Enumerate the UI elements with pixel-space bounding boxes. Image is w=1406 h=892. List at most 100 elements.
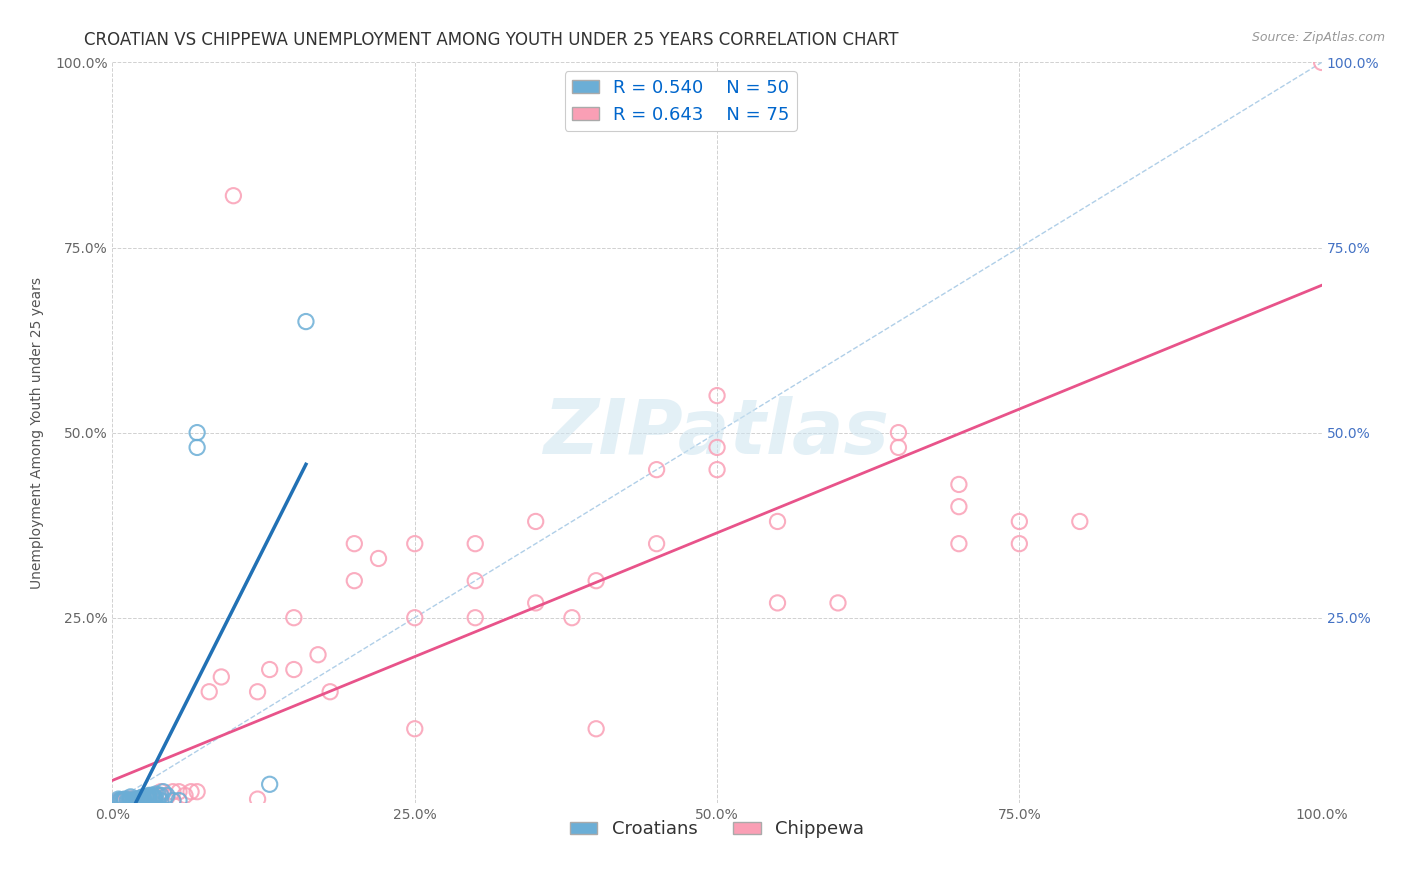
Point xyxy=(1008,515,1031,529)
Point xyxy=(149,789,172,803)
Point xyxy=(125,794,148,808)
Point xyxy=(132,794,155,808)
Point xyxy=(143,792,166,806)
Point xyxy=(141,789,163,803)
Point xyxy=(131,794,153,808)
Point xyxy=(1069,515,1091,529)
Point xyxy=(117,794,139,808)
Point xyxy=(120,792,142,806)
Point xyxy=(259,777,281,791)
Text: Source: ZipAtlas.com: Source: ZipAtlas.com xyxy=(1251,31,1385,45)
Point xyxy=(198,685,221,699)
Point xyxy=(134,789,156,804)
Point xyxy=(122,794,145,808)
Point xyxy=(143,789,166,803)
Point xyxy=(948,536,970,550)
Point xyxy=(1008,536,1031,550)
Point xyxy=(706,388,728,402)
Point xyxy=(110,794,132,808)
Point xyxy=(561,610,583,624)
Point xyxy=(142,789,165,804)
Point xyxy=(128,794,150,808)
Point xyxy=(122,794,145,808)
Point xyxy=(180,785,202,799)
Point xyxy=(827,596,849,610)
Point xyxy=(283,663,305,677)
Point xyxy=(124,794,146,808)
Point xyxy=(222,188,245,202)
Point xyxy=(162,794,184,808)
Point xyxy=(125,794,148,808)
Point xyxy=(143,792,166,806)
Point xyxy=(152,785,174,799)
Point xyxy=(145,787,167,801)
Text: ZIPatlas: ZIPatlas xyxy=(544,396,890,469)
Point xyxy=(174,789,197,803)
Point xyxy=(167,794,190,808)
Point xyxy=(120,794,142,808)
Point xyxy=(319,685,342,699)
Point xyxy=(125,792,148,806)
Point xyxy=(149,789,172,803)
Point xyxy=(259,663,281,677)
Point xyxy=(464,610,486,624)
Point xyxy=(307,648,329,662)
Point xyxy=(114,792,136,806)
Point xyxy=(141,792,163,806)
Point xyxy=(887,425,910,440)
Point xyxy=(186,425,208,440)
Point xyxy=(132,794,155,808)
Point xyxy=(524,596,547,610)
Point xyxy=(138,789,160,804)
Point xyxy=(404,536,426,550)
Point xyxy=(706,441,728,455)
Point xyxy=(295,314,318,328)
Point xyxy=(128,794,150,808)
Point xyxy=(114,793,136,807)
Point xyxy=(107,792,129,806)
Point xyxy=(367,551,389,566)
Point xyxy=(209,670,232,684)
Point xyxy=(114,794,136,808)
Point xyxy=(120,792,142,806)
Point xyxy=(138,789,160,803)
Point xyxy=(120,789,142,804)
Point xyxy=(1310,55,1333,70)
Point xyxy=(131,790,153,805)
Y-axis label: Unemployment Among Youth under 25 years: Unemployment Among Youth under 25 years xyxy=(30,277,44,589)
Point xyxy=(135,789,157,804)
Point xyxy=(110,793,132,807)
Point xyxy=(118,794,141,808)
Point xyxy=(125,792,148,806)
Point xyxy=(129,792,152,806)
Point xyxy=(706,462,728,476)
Point xyxy=(149,794,172,808)
Point xyxy=(167,785,190,799)
Point xyxy=(645,536,668,550)
Point xyxy=(121,794,143,808)
Text: CROATIAN VS CHIPPEWA UNEMPLOYMENT AMONG YOUTH UNDER 25 YEARS CORRELATION CHART: CROATIAN VS CHIPPEWA UNEMPLOYMENT AMONG … xyxy=(84,31,898,49)
Point xyxy=(128,792,150,806)
Point xyxy=(404,610,426,624)
Point xyxy=(143,789,166,804)
Point xyxy=(148,789,170,803)
Point xyxy=(246,792,269,806)
Point xyxy=(464,536,486,550)
Point xyxy=(585,722,607,736)
Point xyxy=(948,500,970,514)
Point xyxy=(111,794,134,808)
Point xyxy=(524,515,547,529)
Point xyxy=(112,794,135,808)
Point xyxy=(108,794,131,808)
Point xyxy=(162,794,184,808)
Point xyxy=(138,792,160,806)
Point xyxy=(343,574,366,588)
Point xyxy=(132,792,155,806)
Point xyxy=(186,441,208,455)
Point xyxy=(115,792,138,806)
Point xyxy=(138,794,160,808)
Point xyxy=(142,789,165,804)
Point xyxy=(585,574,607,588)
Point xyxy=(132,789,155,804)
Point xyxy=(766,515,789,529)
